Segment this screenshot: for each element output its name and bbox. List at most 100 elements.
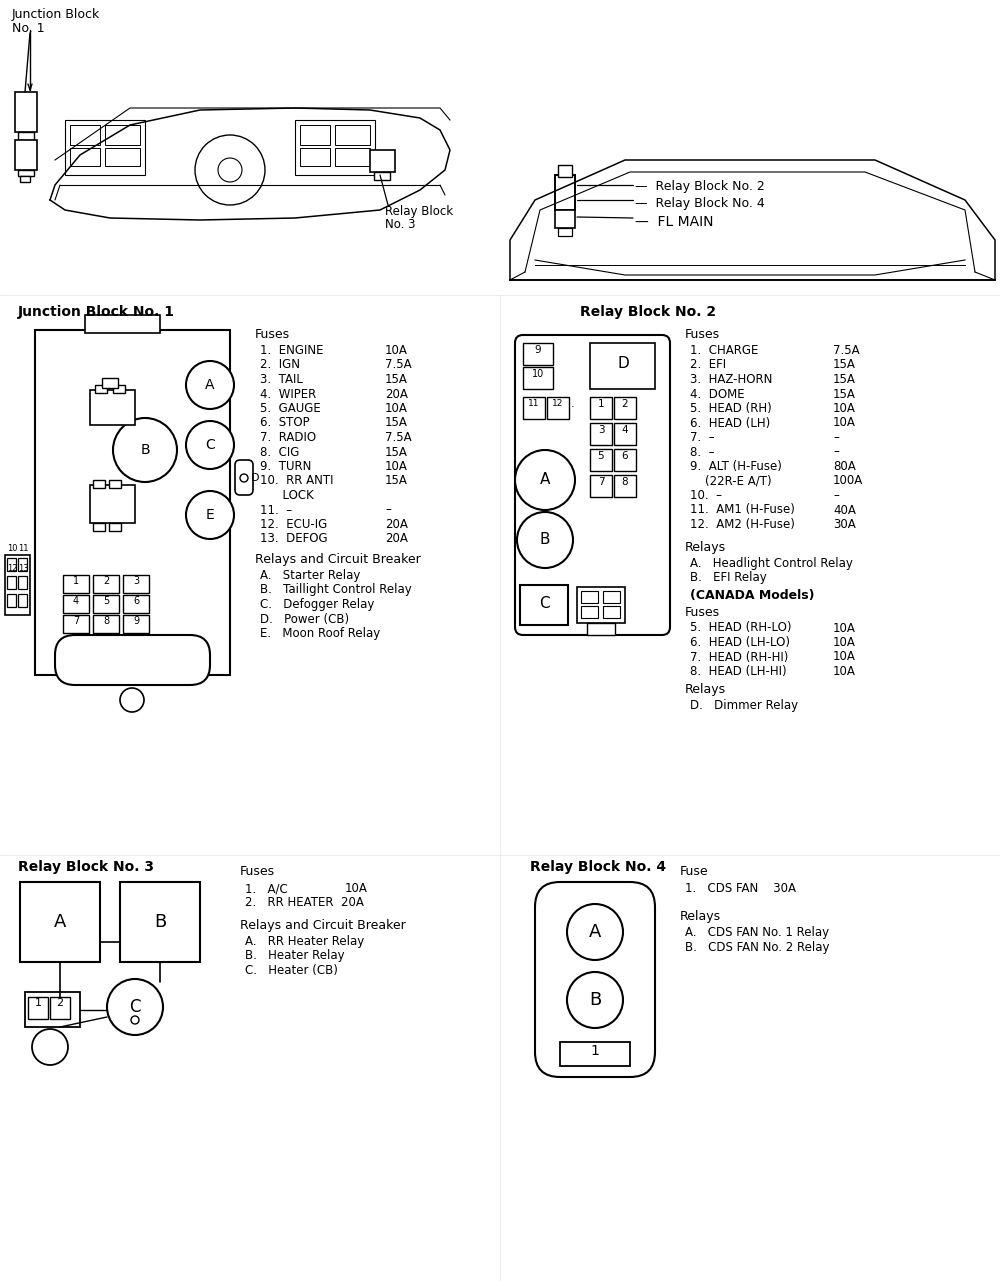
Bar [25, 991, 80, 1027]
Text: 7.5A: 7.5A [385, 430, 412, 445]
Text: 7.5A: 7.5A [833, 345, 860, 357]
Bar [558, 165, 572, 177]
Bar [20, 175, 30, 182]
Bar [335, 149, 370, 167]
Text: 10A: 10A [833, 416, 856, 429]
Text: 15A: 15A [833, 373, 856, 386]
Circle shape [567, 972, 623, 1027]
Text: 1.   CDS FAN    30A: 1. CDS FAN 30A [685, 883, 796, 895]
Text: A.   RR Heater Relay: A. RR Heater Relay [245, 935, 364, 948]
Text: 11: 11 [18, 544, 28, 553]
Text: 2: 2 [103, 576, 109, 585]
Text: –: – [833, 430, 839, 445]
Circle shape [517, 512, 573, 567]
Text: 40A: 40A [833, 503, 856, 516]
Bar [70, 126, 100, 145]
Circle shape [240, 474, 248, 482]
Text: 12: 12 [7, 564, 18, 573]
Bar [15, 92, 37, 132]
Text: E: E [206, 509, 214, 521]
Text: B: B [154, 913, 166, 931]
Bar [520, 585, 568, 625]
Text: B: B [540, 533, 550, 547]
Text: 10A: 10A [345, 883, 368, 895]
Text: (22R-E A/T): (22R-E A/T) [690, 474, 772, 488]
Bar [93, 575, 119, 593]
Text: 10A: 10A [833, 402, 856, 415]
Bar [300, 149, 330, 167]
Bar [614, 475, 636, 497]
Bar [18, 170, 34, 175]
Text: —  Relay Block No. 4: — Relay Block No. 4 [635, 197, 765, 210]
Bar [370, 150, 395, 172]
Text: 20A: 20A [385, 387, 408, 401]
Text: D: D [251, 473, 260, 483]
Text: C: C [129, 998, 141, 1016]
Circle shape [120, 688, 144, 712]
Text: 9.  TURN: 9. TURN [260, 460, 311, 473]
Text: 11.  –: 11. – [260, 503, 292, 516]
Text: 2: 2 [622, 398, 628, 409]
Text: Junction Block No. 1: Junction Block No. 1 [18, 305, 175, 319]
Text: 8: 8 [103, 616, 109, 626]
Text: 7.  HEAD (RH-HI): 7. HEAD (RH-HI) [690, 651, 788, 664]
Text: 10A: 10A [833, 651, 856, 664]
Text: 1: 1 [34, 998, 42, 1008]
Bar [90, 389, 135, 425]
Text: 7.  RADIO: 7. RADIO [260, 430, 316, 445]
Bar [590, 450, 612, 471]
Bar [590, 475, 612, 497]
Bar [35, 330, 230, 675]
Text: C.   Heater (CB): C. Heater (CB) [245, 965, 338, 977]
Circle shape [195, 135, 265, 205]
Text: 7.5A: 7.5A [385, 359, 412, 371]
Text: Relays: Relays [680, 910, 721, 924]
Text: 2.  IGN: 2. IGN [260, 359, 300, 371]
FancyBboxPatch shape [535, 883, 655, 1077]
Text: 30A: 30A [833, 518, 856, 532]
Text: 5: 5 [598, 451, 604, 461]
Bar [123, 575, 149, 593]
Bar [85, 315, 160, 333]
Circle shape [567, 904, 623, 959]
Bar [590, 343, 655, 389]
Text: 12.  AM2 (H-Fuse): 12. AM2 (H-Fuse) [690, 518, 795, 532]
Bar [523, 397, 545, 419]
Text: B.   CDS FAN No. 2 Relay: B. CDS FAN No. 2 Relay [685, 940, 830, 953]
Text: 1.  ENGINE: 1. ENGINE [260, 345, 324, 357]
Bar [93, 523, 105, 532]
Bar [614, 397, 636, 419]
Bar [63, 594, 89, 614]
Bar [555, 210, 575, 228]
Text: 15A: 15A [833, 359, 856, 371]
Text: C: C [539, 596, 549, 611]
Text: 11.  AM1 (H-Fuse): 11. AM1 (H-Fuse) [690, 503, 795, 516]
Circle shape [131, 1016, 139, 1024]
Text: 8.  –: 8. – [690, 446, 714, 459]
Text: 10A: 10A [385, 345, 408, 357]
Text: A: A [589, 924, 601, 942]
Bar [18, 132, 34, 140]
Text: Fuses: Fuses [255, 328, 290, 341]
FancyBboxPatch shape [515, 336, 670, 635]
Text: 10: 10 [7, 544, 18, 553]
Text: B.   EFI Relay: B. EFI Relay [690, 571, 767, 584]
FancyBboxPatch shape [55, 635, 210, 685]
Bar [109, 480, 121, 488]
Bar [560, 1041, 630, 1066]
Text: 6: 6 [622, 451, 628, 461]
Text: (CANADA Models): (CANADA Models) [690, 589, 814, 602]
Text: 5.  GAUGE: 5. GAUGE [260, 402, 321, 415]
Text: 9.  ALT (H-Fuse): 9. ALT (H-Fuse) [690, 460, 782, 473]
Text: 8.  HEAD (LH-HI): 8. HEAD (LH-HI) [690, 665, 787, 678]
FancyBboxPatch shape [235, 460, 253, 494]
Text: C: C [205, 438, 215, 452]
Bar [105, 149, 140, 167]
Text: D: D [617, 356, 629, 370]
Bar [590, 423, 612, 445]
Text: A: A [54, 913, 66, 931]
Bar [102, 378, 118, 388]
Circle shape [186, 361, 234, 409]
Text: 15A: 15A [385, 416, 408, 429]
Text: A: A [540, 473, 550, 488]
